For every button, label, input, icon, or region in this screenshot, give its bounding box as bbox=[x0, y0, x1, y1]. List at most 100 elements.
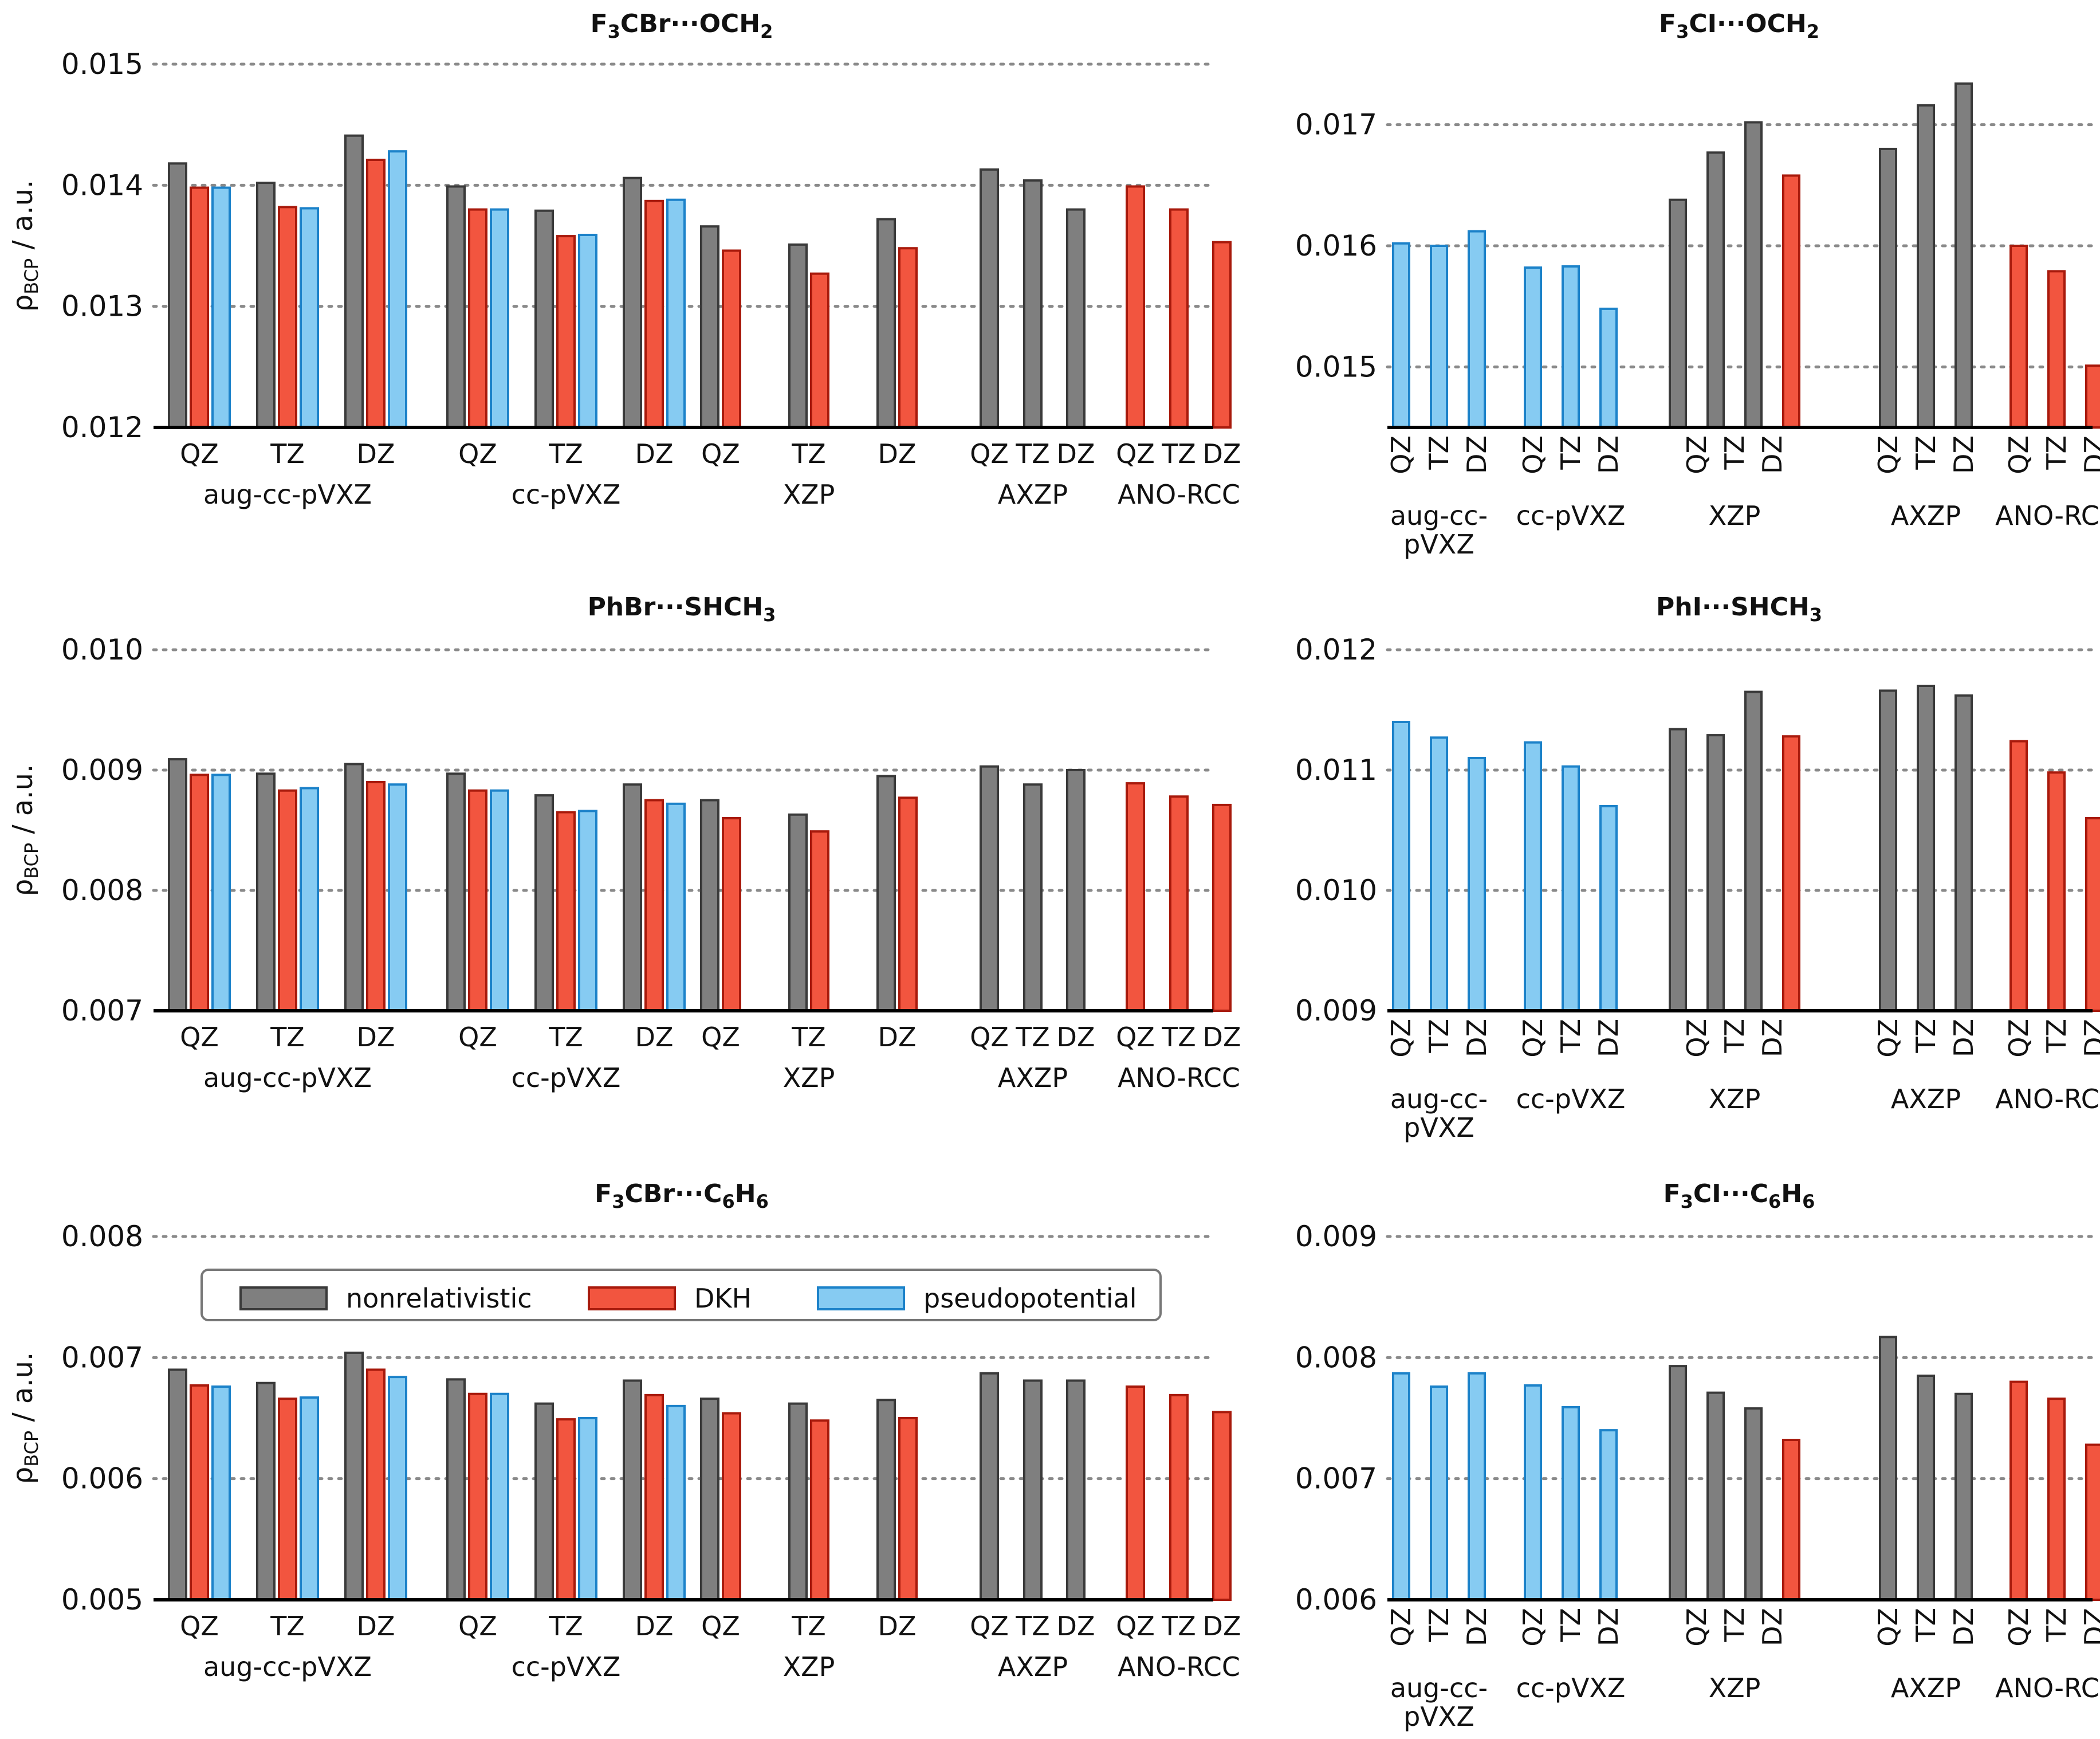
y-tick-label: 0.015 bbox=[1295, 350, 1377, 383]
x-tick-label: QZ bbox=[970, 1611, 1009, 1642]
bar-nonrelativistic-XZP-QZ bbox=[700, 225, 719, 429]
bar-pseudopotential-aug-cc-pVXZ-TZ bbox=[300, 787, 319, 1012]
x-tick-label: TZ bbox=[1015, 438, 1050, 469]
group-label: pVXZ bbox=[1403, 529, 1474, 560]
legend-label-DKH: DKH bbox=[694, 1283, 752, 1314]
bar-DKH-XZP-DZ bbox=[898, 796, 918, 1012]
y-tick-label: 0.012 bbox=[1295, 633, 1377, 666]
bar-nonrelativistic-XZP-TZ bbox=[788, 1402, 808, 1601]
bar-DKH-cc-pVXZ-DZ bbox=[644, 799, 664, 1012]
group-label: aug-cc- bbox=[1390, 1673, 1488, 1703]
bar-pseudopotential-aug-cc-pVXZ-TZ bbox=[1430, 1385, 1448, 1601]
group-label: AXZP bbox=[1891, 1673, 1961, 1703]
x-tick-label: DZ bbox=[1593, 1608, 1624, 1646]
bar-nonrelativistic-XZP-QZ bbox=[700, 799, 719, 1012]
y-tick-label: 0.005 bbox=[61, 1583, 143, 1616]
bar-pseudopotential-cc-pVXZ-TZ bbox=[578, 810, 597, 1012]
bar-nonrelativistic-cc-pVXZ-TZ bbox=[534, 1402, 554, 1601]
bar-pseudopotential-cc-pVXZ-DZ bbox=[1599, 805, 1618, 1012]
x-tick-label: TZ bbox=[1015, 1611, 1050, 1642]
x-tick-label: DZ bbox=[357, 1022, 395, 1053]
y-tick-label: 0.008 bbox=[61, 874, 143, 907]
bar-DKH-aug-cc-pVXZ-DZ bbox=[366, 1368, 386, 1601]
group-label: XZP bbox=[783, 1062, 835, 1093]
y-tick-label: 0.010 bbox=[1295, 874, 1377, 907]
legend: nonrelativistic DKH pseudopotential bbox=[200, 1269, 1162, 1321]
x-tick-label: QZ bbox=[180, 438, 219, 469]
bar-DKH-aug-cc-pVXZ-DZ bbox=[366, 158, 386, 429]
bar-nonrelativistic-XZP-QZ bbox=[1669, 1365, 1687, 1601]
group-label: XZP bbox=[783, 1651, 835, 1682]
x-tick-label: TZ bbox=[1910, 1608, 1941, 1643]
group-label: AXZP bbox=[1891, 1084, 1961, 1114]
x-tick-label: DZ bbox=[1461, 1608, 1492, 1646]
bar-nonrelativistic-AXZP-DZ bbox=[1066, 1379, 1086, 1601]
bar-pseudopotential-cc-pVXZ-DZ bbox=[666, 1404, 686, 1601]
x-tick-label: QZ bbox=[1681, 1019, 1712, 1058]
bar-DKH-cc-pVXZ-TZ bbox=[556, 1418, 576, 1601]
bar-pseudopotential-cc-pVXZ-QZ bbox=[1524, 1384, 1542, 1601]
bar-nonrelativistic-XZP-TZ bbox=[1706, 151, 1725, 429]
y-tick-label: 0.006 bbox=[61, 1462, 143, 1495]
bar-pseudopotential-aug-cc-pVXZ-QZ bbox=[1392, 721, 1410, 1012]
bar-nonrelativistic-AXZP-QZ bbox=[980, 1372, 999, 1601]
bar-nonrelativistic-XZP-DZ bbox=[876, 775, 896, 1012]
x-tick-label: DZ bbox=[878, 1611, 917, 1642]
bar-DKH-aug-cc-pVXZ-TZ bbox=[278, 789, 297, 1012]
x-tick-label: TZ bbox=[1161, 1022, 1196, 1053]
bar-DKH-ANO-RCC-DZ bbox=[2085, 817, 2100, 1012]
x-tick-label: QZ bbox=[970, 438, 1009, 469]
bar-nonrelativistic-aug-cc-pVXZ-DZ bbox=[344, 1351, 364, 1601]
bar-pseudopotential-cc-pVXZ-QZ bbox=[1524, 266, 1542, 429]
x-tick-label: TZ bbox=[1015, 1022, 1050, 1053]
bar-pseudopotential-aug-cc-pVXZ-DZ bbox=[388, 1376, 407, 1601]
bar-nonrelativistic-XZP-TZ bbox=[1706, 734, 1725, 1012]
bar-pseudopotential-cc-pVXZ-TZ bbox=[578, 1417, 597, 1601]
group-label: cc-pVXZ bbox=[1516, 1084, 1626, 1114]
x-tick-label: DZ bbox=[1057, 1611, 1095, 1642]
x-tick-label: TZ bbox=[1423, 435, 1454, 470]
bar-nonrelativistic-aug-cc-pVXZ-TZ bbox=[256, 772, 276, 1012]
y-tick-label: 0.007 bbox=[61, 1341, 143, 1374]
x-tick-label: TZ bbox=[270, 1022, 305, 1053]
bar-DKH-ANO-RCC-QZ bbox=[2009, 245, 2028, 429]
x-tick-label: TZ bbox=[1423, 1019, 1454, 1054]
group-label: cc-pVXZ bbox=[1516, 1673, 1626, 1703]
bar-nonrelativistic-AXZP-QZ bbox=[980, 168, 999, 429]
x-tick-label: DZ bbox=[878, 1022, 917, 1053]
x-tick-label: TZ bbox=[1910, 435, 1941, 470]
bar-DKH-ANO-RCC-QZ bbox=[2009, 740, 2028, 1012]
bar-DKH-ANO-RCC-QZ bbox=[1126, 1385, 1145, 1601]
x-tick-label: QZ bbox=[1386, 1608, 1417, 1647]
x-tick-label: QZ bbox=[180, 1022, 219, 1053]
chart-panel-middle-left: PhBr···SHCH3 0.007 0.008 0.009 0.010 ρBCP / a… bbox=[7, 592, 1241, 1093]
bar-nonrelativistic-AXZP-QZ bbox=[1879, 1336, 1897, 1601]
x-tick-label: DZ bbox=[357, 1611, 395, 1642]
bar-DKH-XZP-QZ bbox=[722, 249, 741, 429]
x-tick-label: QZ bbox=[701, 1611, 740, 1642]
y-tick-label: 0.013 bbox=[61, 290, 143, 323]
x-tick-label: TZ bbox=[1161, 1611, 1196, 1642]
x-tick-label: QZ bbox=[1116, 1022, 1155, 1053]
x-tick-label: QZ bbox=[1386, 435, 1417, 474]
x-tick-label: TZ bbox=[548, 438, 583, 469]
x-tick-label: QZ bbox=[1681, 435, 1712, 474]
bar-DKH-XZP-TZ bbox=[810, 1419, 829, 1601]
x-tick-label: TZ bbox=[548, 1022, 583, 1053]
bar-nonrelativistic-AXZP-QZ bbox=[1879, 147, 1897, 429]
x-tick-label: DZ bbox=[635, 1611, 674, 1642]
group-label: AXZP bbox=[1891, 500, 1961, 531]
bar-nonrelativistic-XZP-DZ bbox=[1744, 690, 1763, 1012]
y-tick-label: 0.014 bbox=[61, 168, 143, 202]
x-tick-label: DZ bbox=[1461, 1019, 1492, 1057]
bar-DKH-XZP-DZ bbox=[1782, 174, 1800, 429]
x-tick-label: TZ bbox=[1719, 435, 1750, 470]
bar-pseudopotential-cc-pVXZ-QZ bbox=[490, 789, 509, 1012]
y-tick-label: 0.010 bbox=[61, 633, 143, 666]
x-tick-label: DZ bbox=[635, 438, 674, 469]
x-tick-label: QZ bbox=[458, 1611, 497, 1642]
x-tick-label: QZ bbox=[701, 438, 740, 469]
x-tick-label: DZ bbox=[2079, 435, 2100, 474]
bar-DKH-aug-cc-pVXZ-DZ bbox=[366, 781, 386, 1012]
